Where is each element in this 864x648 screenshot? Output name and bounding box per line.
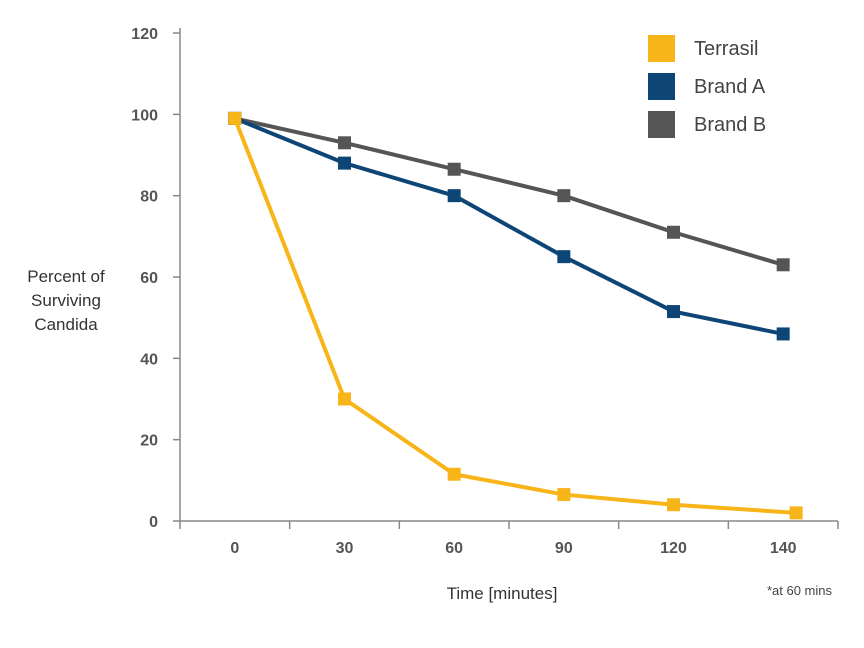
series-line [232,117,797,515]
y-tick-label: 100 [131,107,158,124]
data-point-marker [228,111,242,125]
data-point-marker [667,305,680,319]
legend-label: Terrasil [694,38,758,60]
data-point-marker [557,488,571,502]
data-point-marker [776,327,790,341]
x-tick-label: 140 [770,540,797,557]
legend-label: Brand B [694,114,766,136]
data-point-marker [557,250,571,264]
data-point-marker [338,392,351,406]
series-line [234,116,784,267]
y-axis-label-line-2: Surviving [31,291,101,310]
y-axis-label-line-1: Percent of [27,267,105,286]
legend-swatch [648,111,675,138]
data-point-marker [447,467,461,481]
x-tick-label: 120 [660,540,687,557]
x-tick-label: 0 [230,540,239,557]
data-point-marker [557,189,571,203]
series-line [234,116,784,336]
footnote: *at 60 mins [767,583,833,598]
y-axis-label-line-3: Candida [34,315,98,334]
data-point-marker [447,189,461,203]
data-point-marker [338,156,351,170]
legend-label: Brand A [694,76,766,98]
x-tick-label: 60 [445,540,463,557]
y-tick-label: 0 [149,514,158,531]
y-tick-label: 80 [140,189,158,206]
x-tick-label: 90 [555,540,573,557]
y-tick-label: 20 [140,433,158,450]
series-terrasil [228,111,803,520]
data-point-marker [776,258,790,272]
data-point-marker [667,225,680,239]
data-point-marker [789,506,803,520]
data-point-marker [667,498,680,512]
x-axis-label: Time [minutes] [447,584,558,603]
legend-swatch [648,35,675,62]
data-point-marker [338,136,351,150]
y-tick-label: 60 [140,270,158,287]
chart-legend: Terrasil Brand A Brand B [648,35,766,138]
chart-axes: 0 20 40 60 80 100 120 0 30 60 90 120 140 [131,26,839,557]
chart-series [228,111,803,520]
y-tick-label: 40 [140,351,158,368]
series-brand-a [228,111,790,341]
data-point-marker [447,162,461,176]
legend-swatch [648,73,675,100]
x-tick-label: 30 [336,540,354,557]
y-tick-label: 120 [131,26,158,43]
